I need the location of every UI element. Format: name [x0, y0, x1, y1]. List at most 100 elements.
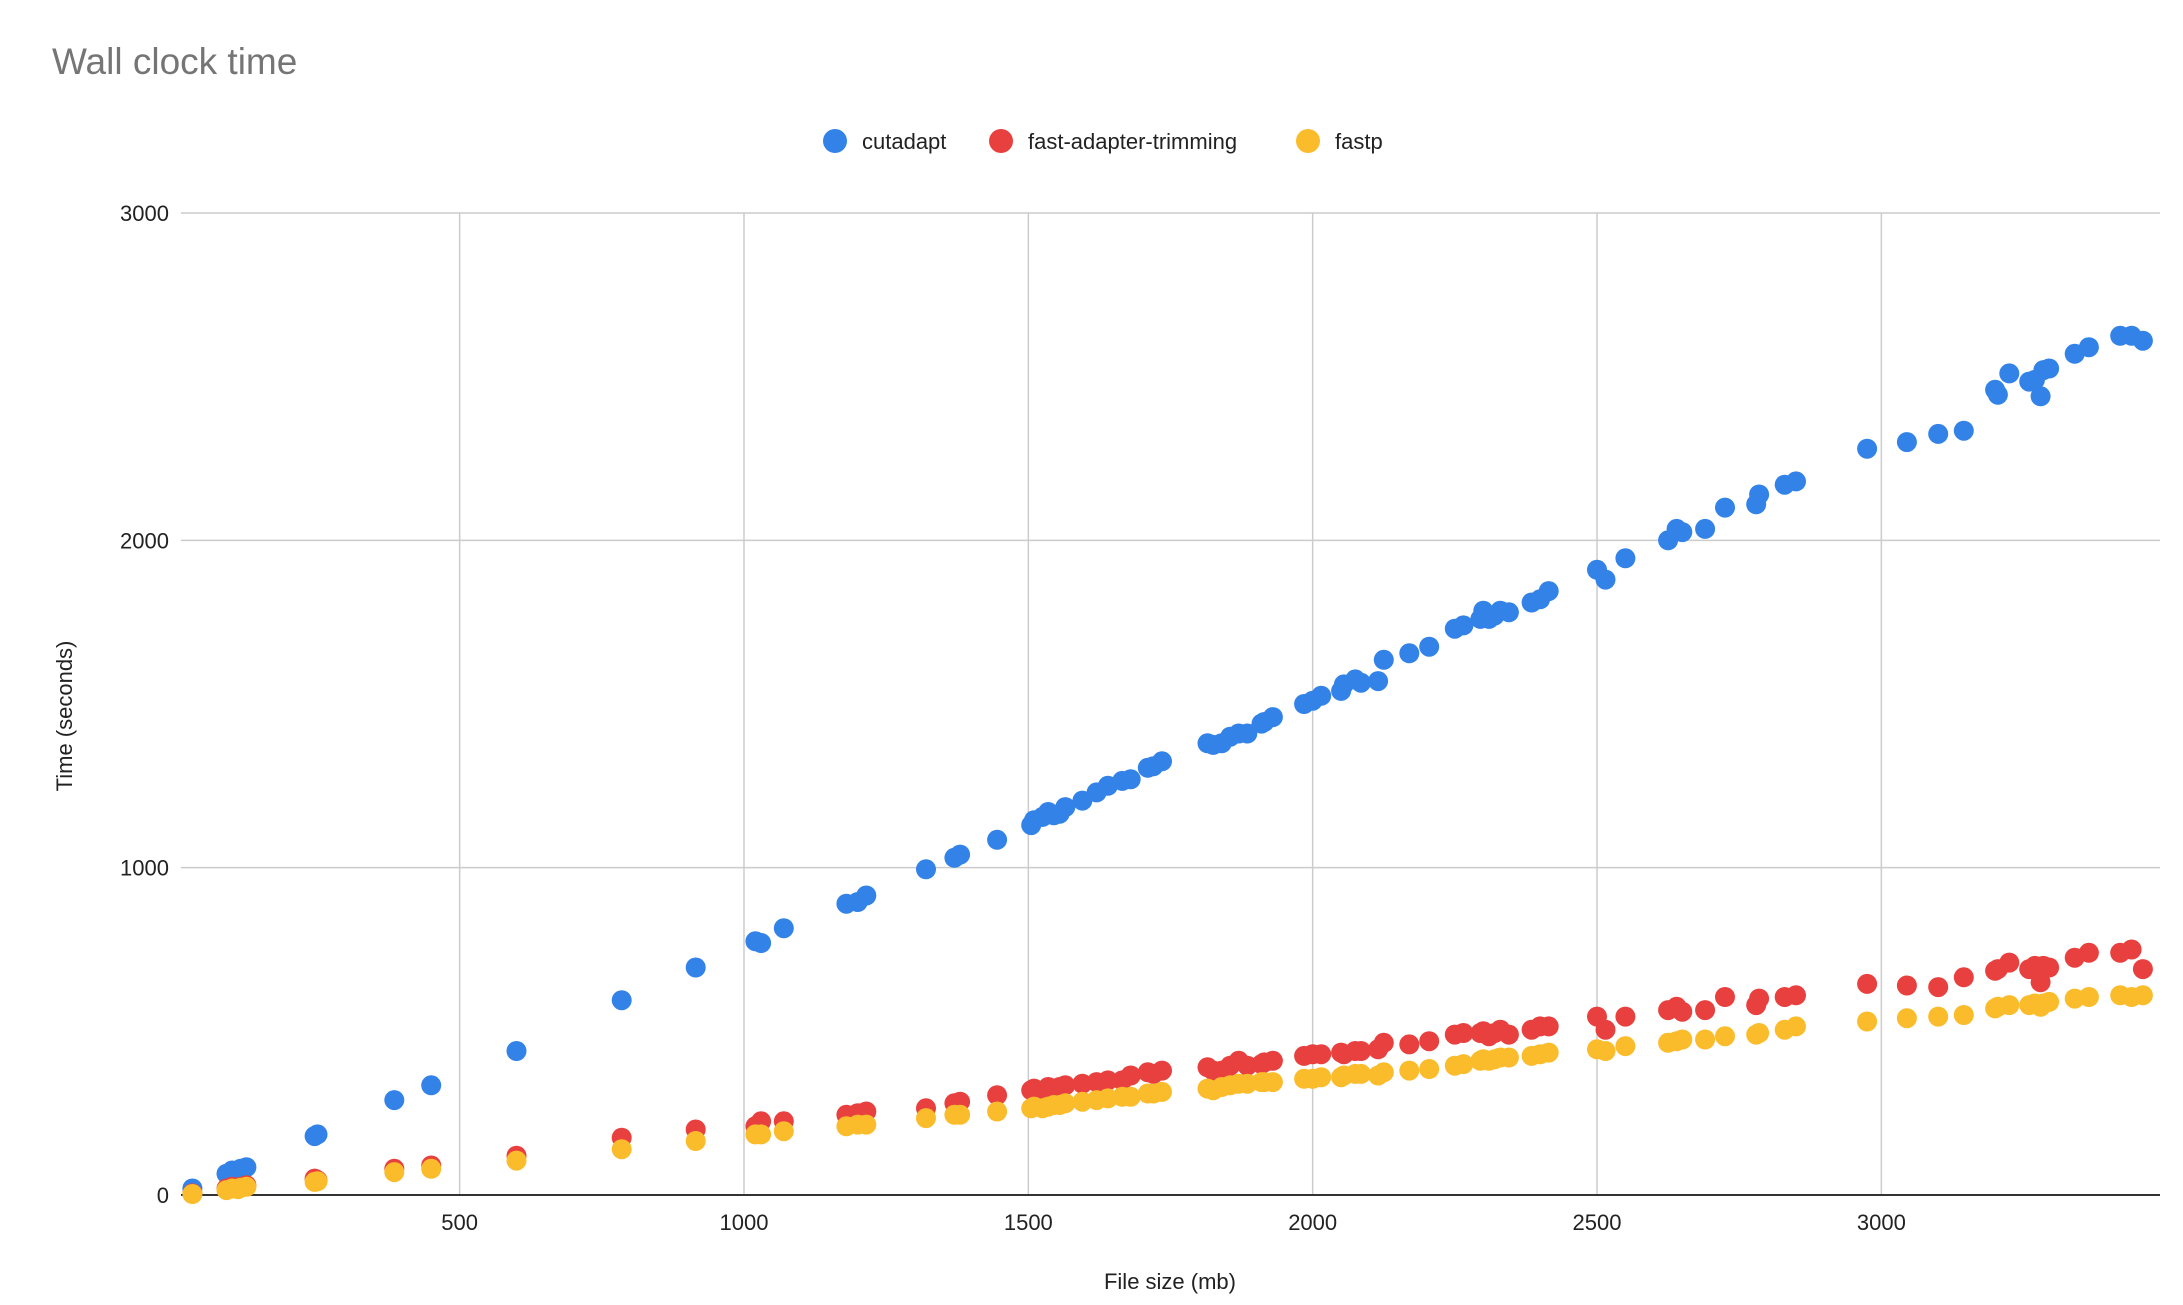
point-cutadapt	[751, 933, 772, 953]
point-fast-adapter-trimming	[1399, 1034, 1420, 1055]
point-fastp	[611, 1139, 632, 1160]
point-fast-adapter-trimming	[1672, 1001, 1693, 1022]
x-tick-label: 500	[441, 1210, 478, 1235]
point-fast-adapter-trimming	[1262, 1050, 1283, 1071]
point-fastp	[1373, 1062, 1394, 1083]
point-fastp	[1311, 1067, 1332, 1088]
point-fast-adapter-trimming	[1453, 1023, 1474, 1043]
point-cutadapt	[1615, 548, 1636, 569]
point-fastp	[1672, 1029, 1693, 1050]
point-fast-adapter-trimming	[1999, 952, 2020, 973]
point-fastp	[950, 1104, 971, 1125]
point-fastp	[1351, 1063, 1371, 1084]
point-fast-adapter-trimming	[1715, 987, 1735, 1007]
point-cutadapt	[1928, 423, 1949, 444]
point-cutadapt	[2030, 386, 2051, 407]
point-cutadapt	[236, 1157, 257, 1178]
point-fast-adapter-trimming	[987, 1085, 1008, 1106]
point-fastp	[1120, 1086, 1141, 1107]
point-cutadapt	[1715, 497, 1735, 518]
point-fast-adapter-trimming	[1120, 1065, 1141, 1086]
point-cutadapt	[384, 1090, 405, 1111]
point-cutadapt	[2078, 337, 2099, 358]
point-fastp	[1152, 1081, 1172, 1102]
point-cutadapt	[1786, 471, 1806, 492]
series-cutadapt	[182, 325, 2153, 1199]
point-cutadapt	[916, 859, 936, 880]
point-cutadapt	[1749, 484, 1770, 505]
point-cutadapt	[1538, 581, 1559, 602]
point-fast-adapter-trimming	[1538, 1016, 1559, 1037]
point-fast-adapter-trimming	[1857, 973, 1878, 994]
legend: cutadapt fast-adapter-trimming fastp	[823, 129, 1383, 154]
point-cutadapt	[1987, 384, 2008, 405]
point-cutadapt	[1237, 723, 1258, 744]
point-fast-adapter-trimming	[1695, 1000, 1716, 1021]
point-cutadapt	[1152, 751, 1172, 772]
point-cutadapt	[987, 829, 1008, 850]
point-cutadapt	[1055, 797, 1076, 818]
point-fast-adapter-trimming	[1373, 1032, 1394, 1053]
point-cutadapt	[1311, 685, 1332, 706]
point-cutadapt	[1262, 707, 1283, 728]
point-fastp	[1595, 1041, 1616, 1061]
point-fast-adapter-trimming	[2039, 957, 2060, 978]
point-fast-adapter-trimming	[1928, 977, 1949, 998]
point-cutadapt	[1595, 569, 1616, 590]
point-cutadapt	[506, 1041, 527, 1061]
y-axis-title: Time (seconds)	[52, 641, 77, 792]
point-fastp	[1953, 1005, 1974, 1025]
point-fast-adapter-trimming	[1896, 975, 1917, 996]
point-fast-adapter-trimming	[2132, 959, 2153, 980]
y-tick-label: 2000	[120, 528, 169, 553]
x-axis-ticks: 500 1000 1500 2000 2500 3000	[441, 1210, 1906, 1235]
point-fast-adapter-trimming	[1595, 1019, 1616, 1040]
point-fastp	[1419, 1059, 1440, 1079]
point-cutadapt	[1498, 602, 1519, 623]
y-tick-label: 0	[157, 1183, 169, 1208]
point-fastp	[856, 1114, 877, 1135]
point-fastp	[2039, 991, 2060, 1012]
point-fastp	[1262, 1072, 1283, 1093]
point-fastp	[773, 1121, 794, 1142]
point-cutadapt	[1672, 522, 1693, 543]
point-fastp	[1715, 1026, 1735, 1047]
x-tick-label: 1500	[1004, 1210, 1053, 1235]
point-cutadapt	[307, 1124, 328, 1145]
x-tick-label: 2500	[1573, 1210, 1622, 1235]
point-fast-adapter-trimming	[2078, 942, 2099, 963]
point-fastp	[2078, 987, 2099, 1007]
point-fast-adapter-trimming	[1152, 1060, 1172, 1081]
legend-marker-fastp	[1296, 129, 1320, 153]
point-fast-adapter-trimming	[1351, 1041, 1371, 1061]
point-fastp	[506, 1150, 527, 1171]
point-fastp	[1055, 1093, 1076, 1114]
y-tick-label: 3000	[120, 201, 169, 226]
point-fastp	[685, 1131, 706, 1151]
x-tick-label: 1000	[720, 1210, 769, 1235]
point-fast-adapter-trimming	[1097, 1070, 1118, 1091]
point-fastp	[1498, 1047, 1519, 1068]
x-tick-label: 2000	[1288, 1210, 1337, 1235]
point-fastp	[2132, 985, 2153, 1006]
legend-label-cutadapt: cutadapt	[862, 129, 946, 154]
point-cutadapt	[1368, 671, 1389, 692]
point-fastp	[1999, 995, 2020, 1016]
point-fast-adapter-trimming	[1749, 988, 1770, 1009]
x-axis-title: File size (mb)	[1104, 1269, 1236, 1294]
point-cutadapt	[1896, 432, 1917, 453]
point-cutadapt	[611, 990, 632, 1011]
point-fastp	[1399, 1060, 1420, 1081]
point-fastp	[987, 1101, 1008, 1122]
point-cutadapt	[1453, 615, 1474, 636]
point-fast-adapter-trimming	[2121, 939, 2142, 960]
point-cutadapt	[2039, 358, 2060, 379]
point-fastp	[916, 1108, 936, 1129]
x-tick-label: 3000	[1857, 1210, 1906, 1235]
point-fastp	[1695, 1029, 1716, 1050]
point-cutadapt	[1351, 672, 1371, 693]
point-cutadapt	[773, 918, 794, 939]
point-fast-adapter-trimming	[1055, 1075, 1076, 1096]
